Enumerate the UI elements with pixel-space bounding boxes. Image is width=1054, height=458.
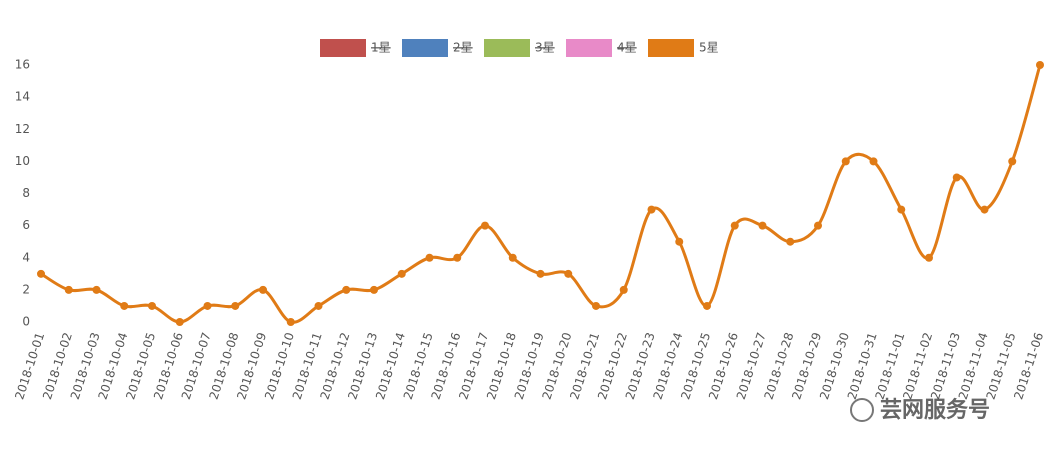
data-point [980,205,989,214]
legend-label: 3星 [535,41,555,55]
watermark-icon [850,398,874,422]
data-point [314,301,323,310]
data-point [647,205,656,214]
data-point [286,318,295,326]
legend-label: 1星 [371,41,391,55]
legend-label: 2星 [453,41,473,55]
data-point [342,285,351,294]
data-point [175,318,184,326]
data-point [675,237,684,246]
x-tick-label: 2018-11-06 [1011,331,1046,402]
data-point [203,301,212,310]
data-point [1008,157,1017,166]
data-point [814,221,822,230]
data-point [564,269,573,278]
y-tick-label: 16 [15,58,30,72]
data-point [508,253,517,262]
data-point [925,253,933,262]
y-tick-label: 8 [22,186,30,200]
watermark-text: 芸网服务号 [880,397,990,423]
data-point [869,157,878,166]
data-point [592,301,600,310]
legend-label: 4星 [617,41,637,55]
legend-swatch [566,39,612,57]
data-point [730,221,739,230]
data-point [536,269,545,278]
y-tick-label: 2 [22,282,30,296]
data-point [786,237,795,246]
data-point [481,221,489,230]
data-point [120,301,129,310]
y-tick-label: 0 [22,315,30,329]
data-point [703,301,711,310]
legend-item[interactable]: 3星 [484,39,555,57]
legend-label: 5星 [699,41,719,55]
data-point [453,253,462,262]
data-point [231,301,240,310]
legend-swatch [402,39,448,57]
y-tick-label: 6 [22,218,30,232]
y-tick-label: 14 [15,90,30,104]
data-point [259,285,267,294]
data-point [64,285,73,294]
data-point [841,157,850,166]
data-point [397,269,406,278]
data-point [37,269,45,278]
legend-swatch [484,39,530,57]
legend-swatch [320,39,366,57]
data-point [148,301,156,310]
data-point [425,253,434,262]
legend-item[interactable]: 4星 [566,39,637,57]
series-line [40,64,1042,324]
data-point [897,205,906,214]
y-tick-label: 4 [22,250,30,264]
legend-swatch [648,39,694,57]
data-point [92,285,101,294]
legend-item[interactable]: 2星 [402,39,473,57]
data-point [952,173,961,182]
legend-item[interactable]: 5星 [648,39,719,57]
watermark: 芸网服务号 [850,397,990,423]
data-point [1036,61,1044,69]
data-point [370,285,378,294]
y-tick-label: 12 [15,122,30,136]
data-point [758,221,767,230]
y-tick-label: 10 [15,154,30,168]
legend-item[interactable]: 1星 [320,39,391,57]
data-point [619,285,628,294]
